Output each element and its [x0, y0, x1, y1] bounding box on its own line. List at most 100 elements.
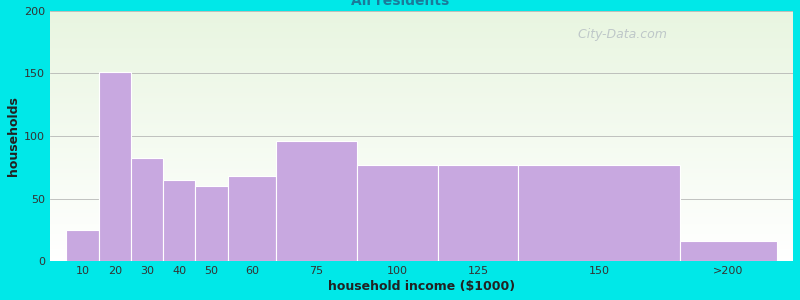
- Bar: [50, 164, 793, 165]
- Bar: [50, 44, 793, 45]
- Bar: [50, 137, 793, 138]
- Bar: [50, 249, 793, 250]
- Bar: [50, 156, 793, 157]
- Bar: [50, 153, 793, 154]
- Bar: [50, 144, 793, 145]
- Bar: [50, 195, 793, 196]
- Text: City-Data.com: City-Data.com: [570, 28, 667, 41]
- Bar: [50, 127, 793, 128]
- Bar: [50, 182, 793, 183]
- Bar: [50, 53, 793, 54]
- Bar: [50, 143, 793, 144]
- Bar: [50, 146, 793, 147]
- Bar: [50, 188, 793, 189]
- Bar: [50, 204, 793, 205]
- Bar: [50, 25, 793, 26]
- Bar: [50, 222, 793, 223]
- Bar: [50, 190, 793, 191]
- Bar: [50, 235, 793, 236]
- Bar: [50, 22, 793, 23]
- Bar: [50, 63, 793, 64]
- Bar: [50, 171, 793, 172]
- Bar: [50, 12, 793, 13]
- Bar: [50, 84, 793, 85]
- Bar: [50, 126, 793, 127]
- Bar: [50, 109, 793, 110]
- Bar: [50, 192, 793, 193]
- Bar: [50, 46, 793, 47]
- Text: All residents: All residents: [351, 0, 449, 8]
- Bar: [50, 19, 793, 20]
- Bar: [50, 112, 793, 113]
- Bar: [50, 117, 793, 118]
- Bar: [50, 14, 793, 15]
- Bar: [50, 128, 793, 129]
- Bar: [50, 35, 793, 36]
- Bar: [50, 231, 793, 232]
- Bar: [50, 197, 793, 198]
- Bar: [50, 131, 793, 132]
- Bar: [50, 207, 793, 208]
- Bar: [50, 237, 793, 238]
- Bar: [50, 196, 793, 197]
- Bar: [50, 253, 793, 254]
- Bar: [50, 181, 793, 182]
- Bar: [50, 250, 793, 251]
- Bar: [50, 169, 793, 170]
- Bar: [50, 40, 793, 41]
- Bar: [50, 86, 793, 87]
- Bar: [50, 145, 793, 146]
- Bar: [50, 209, 793, 210]
- Bar: [50, 102, 793, 103]
- Bar: [50, 185, 793, 186]
- Bar: [50, 238, 793, 239]
- Bar: [50, 74, 793, 75]
- Bar: [50, 36, 793, 37]
- Bar: [50, 47, 793, 48]
- Bar: [50, 184, 793, 185]
- Bar: [50, 118, 793, 119]
- Bar: [50, 54, 793, 55]
- Bar: [50, 73, 793, 74]
- Bar: [50, 66, 793, 67]
- Bar: [50, 199, 793, 200]
- Bar: [50, 72, 793, 73]
- Bar: [50, 77, 793, 78]
- Bar: [66, 230, 98, 261]
- Bar: [50, 165, 793, 166]
- Bar: [50, 226, 793, 227]
- Bar: [50, 103, 793, 104]
- Bar: [50, 13, 793, 14]
- Bar: [50, 16, 793, 17]
- Bar: [50, 159, 793, 160]
- Bar: [50, 108, 793, 109]
- Bar: [50, 28, 793, 29]
- Bar: [680, 241, 777, 261]
- Bar: [50, 33, 793, 34]
- Bar: [50, 252, 793, 253]
- Bar: [50, 125, 793, 126]
- Bar: [50, 90, 793, 91]
- Bar: [50, 236, 793, 237]
- Bar: [50, 154, 793, 155]
- Bar: [276, 141, 357, 261]
- Bar: [50, 142, 793, 143]
- Bar: [50, 17, 793, 18]
- Bar: [50, 239, 793, 240]
- Bar: [50, 202, 793, 203]
- Bar: [195, 186, 228, 261]
- Bar: [50, 247, 793, 248]
- Bar: [50, 56, 793, 57]
- Bar: [50, 174, 793, 175]
- Bar: [50, 180, 793, 181]
- Bar: [163, 180, 195, 261]
- Bar: [50, 255, 793, 256]
- Bar: [50, 246, 793, 247]
- Bar: [50, 228, 793, 229]
- Bar: [50, 94, 793, 95]
- Bar: [50, 87, 793, 88]
- Bar: [50, 179, 793, 180]
- Bar: [50, 147, 793, 148]
- Bar: [50, 258, 793, 259]
- Bar: [50, 71, 793, 72]
